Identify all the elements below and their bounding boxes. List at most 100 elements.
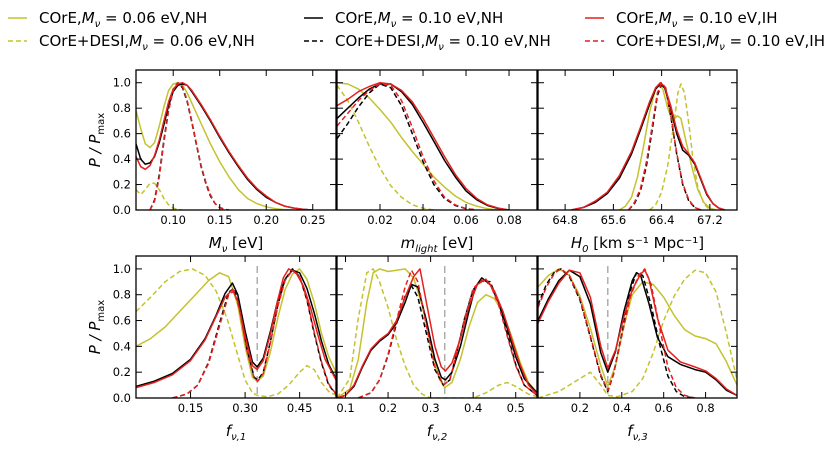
panel-h0: 64.8 65.6 66.4 67.2 H0 [km s⁻¹ Mpc⁻¹] (537, 69, 738, 255)
legend-base: COrE, (39, 9, 82, 27)
legend-label: COrE+DESI,Mν = 0.10 eV,IH (616, 32, 825, 53)
legend-mnu-sub: ν (391, 19, 397, 30)
legend-mnu-symbol: M (378, 9, 391, 27)
y-tick-label: 0.0 (113, 391, 131, 405)
x-axis-label: mlight [eV] (401, 234, 474, 255)
legend-mnu-sub: ν (142, 42, 148, 53)
x-tick-label: 64.8 (552, 213, 578, 227)
x-tick-label: 0.15 (207, 213, 233, 227)
x-tick-label: 0.15 (178, 401, 204, 415)
legend-base: COrE+DESI, (39, 32, 129, 50)
x-axis-label-main: H (571, 234, 582, 252)
series-line (618, 83, 717, 210)
x-axis-label-unit: [km s⁻¹ Mpc⁻¹] (588, 234, 704, 252)
legend-label: COrE+DESI,Mν = 0.06 eV,NH (39, 32, 255, 53)
series-line (136, 81, 295, 210)
legend-mnu-symbol: M (82, 9, 95, 27)
x-axis-label-sub: ν (222, 244, 228, 255)
x-axis-label: fν,2 (427, 422, 447, 443)
legend-label: COrE,Mν = 0.10 eV,IH (616, 9, 777, 30)
legend-value: = 0.10 eV,NH (396, 9, 503, 27)
legend-base: COrE, (616, 9, 659, 27)
x-axis-label: fν,3 (627, 422, 647, 443)
x-axis-label-sub: 0 (582, 244, 588, 255)
legend-label: COrE+DESI,Mν = 0.10 eV,NH (335, 32, 551, 53)
x-axis-label-main: f (627, 422, 635, 440)
legend-mnu-sub: ν (95, 19, 101, 30)
panel-mnu: 0.10 0.15 0.20 0.25 0.0 0.2 0.4 0.6 0.8 1.0 Mν [eV… (113, 69, 337, 255)
legend-mnu-symbol: M (129, 32, 142, 50)
legend-mnu-sub: ν (438, 42, 444, 53)
x-tick-label: 0.4 (613, 401, 631, 415)
legend-value: = 0.06 eV,NH (100, 9, 207, 27)
y-tick-label: 0.2 (113, 365, 131, 379)
x-tick-label: 0.4 (464, 401, 482, 415)
x-tick-label: 0.08 (496, 213, 522, 227)
series-line (337, 268, 537, 398)
panel-frame (135, 69, 337, 211)
series-line (538, 269, 737, 398)
x-tick-label: 0.20 (253, 213, 279, 227)
panel-mlight: 0.02 0.04 0.06 0.08 mlight [eV] (336, 69, 538, 255)
y-tick-label: 1.0 (113, 262, 131, 276)
x-tick-label: 67.2 (697, 213, 723, 227)
x-axis-label-main: f (427, 422, 435, 440)
y-axis-label-main: P / P (86, 321, 104, 355)
x-axis-label-main: m (401, 234, 416, 252)
y-tick-label: 0.8 (113, 288, 131, 302)
panels: 0.10 0.15 0.20 0.250.00.20.40.60.81.0Mν [eV… (113, 69, 738, 443)
x-tick-label: 0.1 (336, 401, 354, 415)
x-axis-label-sub: ν,3 (633, 432, 648, 443)
legend-mnu-sub: ν (719, 42, 725, 53)
x-tick-label: 0.25 (300, 213, 326, 227)
legend-base: COrE+DESI, (335, 32, 425, 50)
x-tick-label: 0.2 (571, 401, 589, 415)
legend-entry: COrE,Mν = 0.06 eV,NH (8, 9, 207, 30)
x-tick-label: 0.30 (232, 401, 258, 415)
series-line (136, 269, 336, 388)
series-line (337, 84, 434, 210)
y-tick-label: 0.6 (113, 127, 131, 141)
x-tick-label: 66.4 (649, 213, 675, 227)
series-group (538, 268, 737, 398)
series-line (358, 279, 537, 398)
legend-mnu-symbol: M (425, 32, 438, 50)
x-tick-label: 0.04 (410, 213, 436, 227)
x-axis-label-unit: [eV] (437, 234, 473, 252)
y-axis-label: P / Pmax (86, 113, 107, 168)
panel-f3: 0.2 0.4 0.6 0.8 fν,3 (537, 255, 738, 443)
x-tick-label: 0.5 (507, 401, 525, 415)
series-group (337, 81, 510, 210)
panel-frame (537, 69, 738, 211)
x-tick-label: 0.10 (160, 213, 186, 227)
panel-f1: 0.15 0.30 0.45 0.0 0.2 0.4 0.6 0.8 1.0 fν,1 (113, 255, 337, 443)
series-group (136, 81, 313, 210)
panel-frame (135, 255, 337, 399)
series-line (571, 83, 726, 210)
x-tick-label: 0.06 (453, 213, 479, 227)
legend-entry: COrE+DESI,Mν = 0.10 eV,NH (304, 32, 551, 53)
series-line (627, 83, 702, 210)
y-tick-label: 0.2 (113, 178, 131, 192)
y-tick-label: 0.0 (113, 203, 131, 217)
series-line (337, 81, 510, 210)
series-line (172, 269, 336, 398)
legend-mnu-symbol: M (706, 32, 719, 50)
series-line (538, 268, 696, 398)
x-tick-label: 0.45 (287, 401, 313, 415)
x-tick-label: 0.3 (421, 401, 439, 415)
series-group (136, 268, 336, 398)
series-line (337, 268, 537, 398)
y-axis-label-sub: max (96, 113, 107, 135)
x-axis-label-main: M (209, 234, 222, 252)
legend-entry: COrE+DESI,Mν = 0.06 eV,NH (8, 32, 255, 53)
series-line (337, 83, 477, 210)
series-line (337, 83, 477, 210)
series-line (649, 83, 711, 210)
panel-frame (336, 255, 538, 399)
legend-entry: COrE,Mν = 0.10 eV,IH (585, 9, 777, 30)
x-axis-label-unit: [eV] (227, 234, 263, 252)
